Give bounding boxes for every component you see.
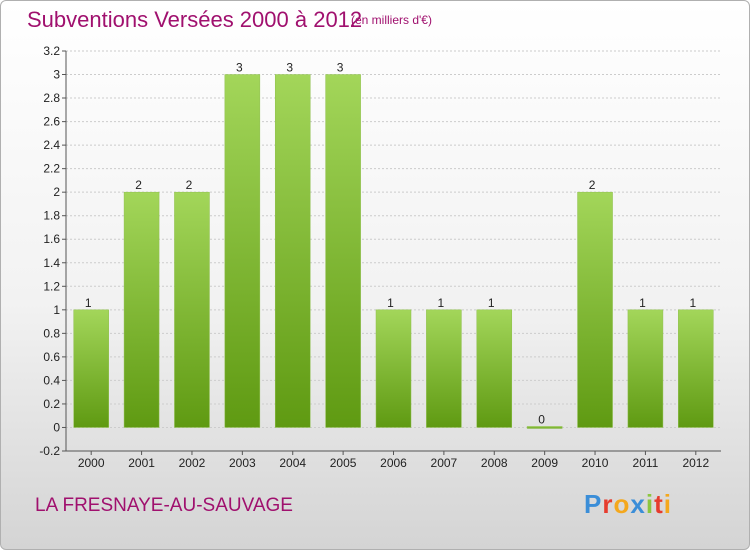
- bar: [174, 191, 210, 428]
- bar: [627, 309, 664, 428]
- proxiti-logo: Proxiti: [584, 489, 672, 520]
- bar-value-label: 1: [85, 296, 92, 310]
- bar: [325, 74, 361, 428]
- y-tick-label: 1.8: [43, 209, 60, 223]
- x-tick-label: 2011: [633, 456, 659, 470]
- x-tick-label: 2010: [582, 456, 609, 470]
- x-tick-label: 2008: [481, 456, 508, 470]
- y-tick-label: -0.2: [39, 444, 60, 458]
- y-tick-label: 3: [53, 68, 60, 82]
- bar-value-label: 3: [337, 61, 344, 75]
- bar: [577, 191, 613, 428]
- commune-name: LA FRESNAYE-AU-SAUVAGE: [35, 495, 293, 516]
- bar-value-label: 1: [438, 296, 445, 310]
- x-tick-label: 2006: [380, 456, 407, 470]
- x-tick-label: 2004: [279, 456, 306, 470]
- logo-letter: t: [654, 489, 664, 519]
- bar: [274, 74, 311, 428]
- bar-value-label: 1: [639, 296, 646, 310]
- logo-letter: o: [613, 489, 631, 519]
- x-tick-label: 2001: [128, 456, 155, 470]
- y-tick-label: 1.2: [43, 279, 60, 293]
- bar-value-label: 3: [236, 61, 243, 75]
- x-tick-label: 2000: [78, 456, 105, 470]
- bar: [526, 426, 563, 429]
- bar: [678, 309, 714, 428]
- bar-value-label: 1: [488, 296, 495, 310]
- y-tick-label: 0.2: [43, 397, 60, 411]
- bar-value-label: 0: [538, 412, 545, 426]
- logo-letter: x: [630, 489, 646, 519]
- bar: [224, 74, 261, 428]
- bar: [426, 309, 462, 428]
- y-tick-label: 2.2: [43, 162, 60, 176]
- bar-value-label: 2: [186, 178, 193, 192]
- y-tick-label: 0.8: [43, 326, 60, 340]
- x-tick-label: 2002: [179, 456, 206, 470]
- chart-title: Subventions Versées 2000 à 2012: [27, 7, 363, 32]
- logo-letter: i: [663, 489, 672, 519]
- logo-letter: i: [645, 489, 655, 519]
- y-tick-label: 1: [53, 303, 60, 317]
- y-tick-label: 2.6: [43, 115, 60, 129]
- bar-value-label: 2: [589, 178, 596, 192]
- y-tick-label: 0: [53, 420, 60, 434]
- x-tick-label: 2009: [531, 456, 558, 470]
- y-tick-label: 2.8: [43, 91, 60, 105]
- bar-value-label: 1: [689, 296, 696, 310]
- y-tick-label: 0.6: [43, 350, 60, 364]
- x-tick-label: 2012: [682, 456, 709, 470]
- bar-value-label: 1: [387, 296, 394, 310]
- bar: [476, 309, 513, 428]
- chart-unit: (en milliers d'€): [351, 13, 432, 27]
- bar-value-label: 3: [286, 61, 293, 75]
- bar: [73, 309, 109, 428]
- y-tick-label: 1.6: [43, 232, 60, 246]
- bar-value-label: 2: [135, 178, 142, 192]
- y-tick-label: 2.4: [43, 138, 60, 152]
- logo-letter: P: [584, 489, 603, 519]
- x-tick-label: 2003: [229, 456, 256, 470]
- y-tick-label: 2: [53, 185, 60, 199]
- bar: [375, 309, 412, 428]
- x-tick-label: 2005: [330, 456, 357, 470]
- y-tick-label: 0.4: [43, 373, 60, 387]
- logo-letter: r: [602, 489, 614, 519]
- y-tick-label: 1.4: [43, 256, 60, 270]
- bar: [123, 191, 160, 428]
- x-tick-label: 2007: [431, 456, 458, 470]
- y-tick-label: 3.2: [43, 44, 60, 58]
